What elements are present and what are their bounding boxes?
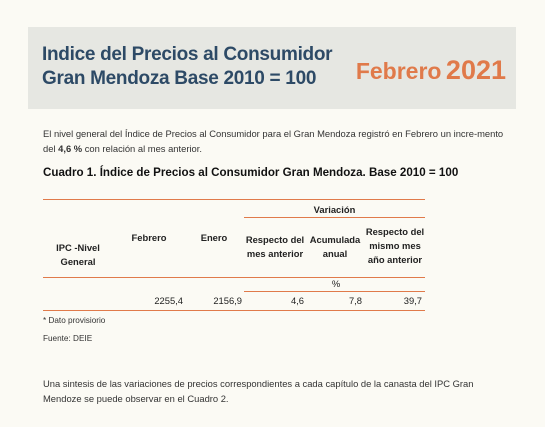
report-period: Febrero 2021 bbox=[356, 55, 506, 86]
col-acumulada-anual: Acumulada anual bbox=[309, 234, 361, 259]
report-title-line2: Gran Mendoza Base 2010 = 100 bbox=[42, 68, 317, 89]
table-title: Cuadro 1. Índice de Precios al Consumido… bbox=[43, 166, 459, 179]
unit-percent: % bbox=[331, 278, 341, 289]
value-mismo-mes: 39,7 bbox=[403, 295, 422, 306]
col-febrero: Febrero bbox=[131, 232, 167, 243]
footer-paragraph: Una sintesis de las variaciones de preci… bbox=[43, 378, 474, 404]
report-header: Indice del Precios al Consumidor Gran Me… bbox=[28, 27, 516, 109]
col-mismo-mes: Respecto del mismo mes año anterior bbox=[365, 226, 425, 265]
report-title: Indice del Precios al Consumidor Gran Me… bbox=[42, 43, 333, 91]
report-year: 2021 bbox=[445, 55, 506, 85]
report-month: Febrero bbox=[355, 58, 442, 84]
intro-paragraph: El nivel general del Índice de Precios a… bbox=[43, 126, 513, 156]
col-ipc-nivel-general: IPC -Nivel General bbox=[56, 242, 100, 267]
col-enero: Enero bbox=[200, 232, 228, 243]
intro-highlight: 4,6 % bbox=[58, 143, 83, 154]
value-febrero: 2255,4 bbox=[154, 295, 183, 306]
report-title-line1: Indice del Precios al Consumidor bbox=[42, 44, 333, 65]
value-acumulada: 7,8 bbox=[348, 295, 362, 306]
col-mes-anterior: Respecto del mes anterior bbox=[245, 234, 305, 259]
source-note: Fuente: DEIE bbox=[43, 334, 93, 343]
table-top-rule bbox=[43, 199, 425, 200]
unit-rule bbox=[244, 291, 425, 292]
table-bottom-rule bbox=[43, 310, 425, 311]
variacion-rule bbox=[244, 217, 425, 218]
value-enero: 2156,9 bbox=[213, 295, 242, 306]
col-variacion: Variación bbox=[313, 204, 356, 215]
provisional-note: * Dato provisiorio bbox=[43, 316, 106, 325]
intro-text-after: con relación al mes anterior. bbox=[82, 143, 202, 154]
intro-text-before: El nivel general del Índice de Precios a… bbox=[43, 128, 504, 154]
header-bottom-rule bbox=[43, 277, 425, 278]
value-mes-anterior: 4,6 bbox=[290, 295, 304, 306]
